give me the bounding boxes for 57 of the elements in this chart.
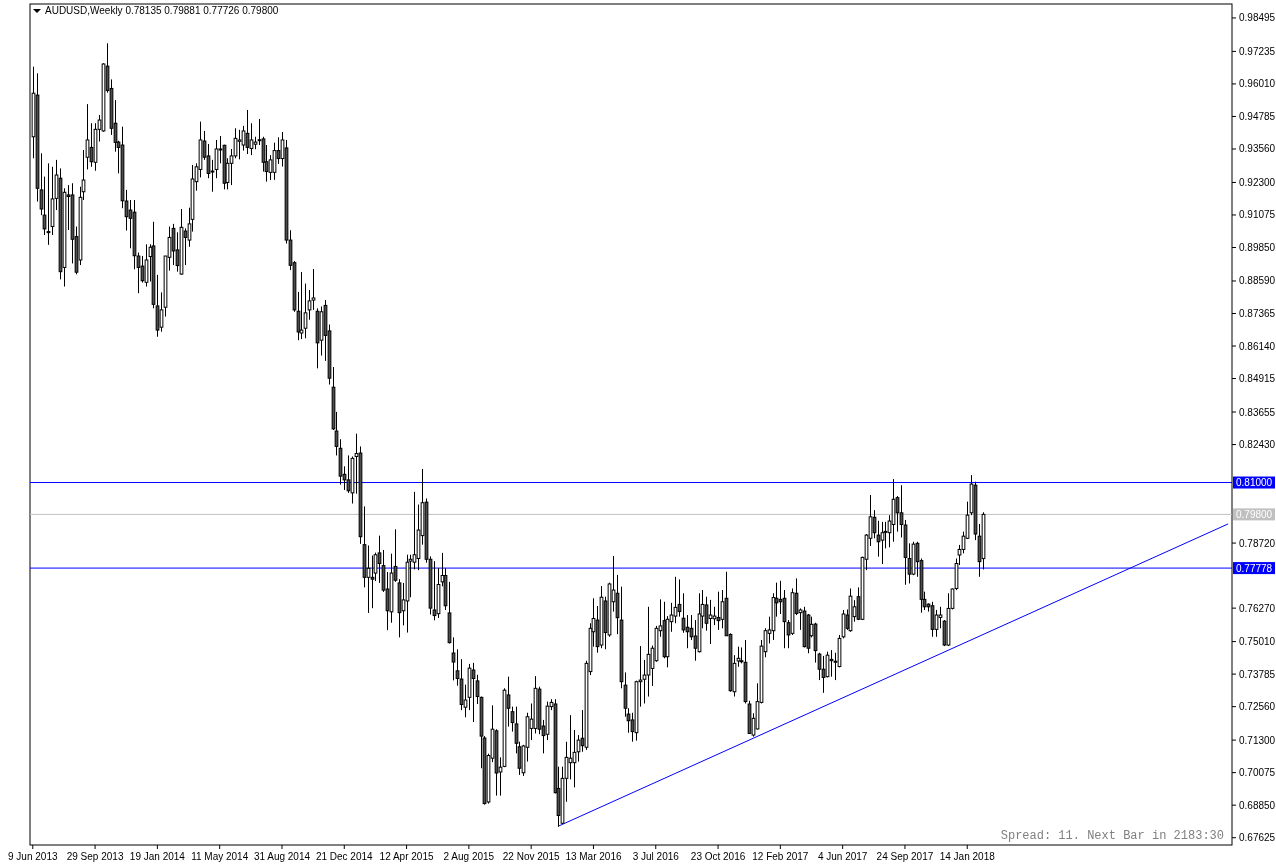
- x-tick-label: 31 Aug 2014: [253, 851, 311, 862]
- y-tick-label: 0.92300: [1239, 176, 1276, 188]
- x-tick-label: 4 Jun 2017: [817, 851, 868, 862]
- y-tick-label: 0.84915: [1239, 373, 1276, 385]
- x-tick-label: 9 Jun 2013: [8, 851, 58, 862]
- y-tick-label: 0.91075: [1239, 209, 1276, 221]
- candlestick: [299, 271, 304, 340]
- x-tick-label: 29 Sep 2013: [66, 851, 124, 862]
- y-tick-label: 0.89850: [1239, 242, 1276, 254]
- candlestick: [144, 243, 149, 288]
- x-tick-label: 19 Jan 2014: [129, 851, 186, 862]
- x-tick-label: 24 Sep 2017: [876, 851, 934, 862]
- candlestick: [245, 109, 250, 155]
- ref-line-label: 0.79800: [1236, 508, 1273, 520]
- y-tick-label: 0.98495: [1239, 12, 1276, 24]
- candlestick: [829, 649, 834, 678]
- x-tick-label: 12 Apr 2015: [379, 851, 434, 862]
- x-tick-label: 21 Dec 2014: [315, 851, 374, 862]
- x-tick-label: 22 Nov 2015: [502, 851, 560, 862]
- y-tick-label: 0.82430: [1239, 439, 1276, 451]
- chart-title: AUDUSD,Weekly 0.78135 0.79881 0.77726 0.79800: [45, 5, 279, 16]
- x-tick-label: 2 Aug 2015: [443, 851, 495, 862]
- y-tick-label: 0.71300: [1239, 734, 1276, 746]
- candlestick: [708, 599, 713, 645]
- y-tick-label: 0.73785: [1239, 668, 1276, 680]
- ref-line-label: 0.77778: [1236, 562, 1273, 574]
- y-tick-label: 0.93560: [1239, 143, 1276, 155]
- y-tick-label: 0.68850: [1239, 799, 1276, 811]
- x-tick-label: 12 Feb 2017: [752, 851, 809, 862]
- y-tick-label: 0.86140: [1239, 340, 1276, 352]
- candlestick: [568, 714, 573, 780]
- y-tick-label: 0.70075: [1239, 767, 1276, 779]
- y-tick-label: 0.72560: [1239, 701, 1276, 713]
- y-tick-label: 0.88590: [1239, 275, 1276, 287]
- y-tick-label: 0.83655: [1239, 406, 1276, 418]
- ref-line-label: 0.81000: [1236, 477, 1273, 489]
- x-tick-label: 14 Jan 2018: [939, 851, 996, 862]
- y-tick-label: 0.75010: [1239, 636, 1276, 648]
- x-tick-label: 23 Oct 2016: [690, 851, 746, 862]
- y-tick-label: 0.78720: [1239, 537, 1276, 549]
- y-tick-label: 0.97235: [1239, 45, 1276, 57]
- x-tick-label: 11 May 2014: [191, 851, 249, 862]
- x-tick-label: 13 Mar 2016: [565, 851, 622, 862]
- y-tick-label: 0.94785: [1239, 110, 1276, 122]
- x-tick-label: 3 Jul 2016: [632, 851, 680, 862]
- y-tick-label: 0.76270: [1239, 602, 1276, 614]
- candlestick: [366, 544, 371, 614]
- candlestick: [934, 609, 939, 638]
- candlestick: [716, 591, 721, 631]
- candlestick: [821, 655, 826, 694]
- y-tick-label: 0.87365: [1239, 308, 1276, 319]
- candlestick: [880, 521, 885, 565]
- candlestick: [237, 129, 242, 160]
- y-tick-label: 0.67625: [1239, 832, 1276, 844]
- annotation: Spread: 11. Next Bar in 2183:30: [1000, 829, 1224, 843]
- candlestick: [346, 454, 351, 494]
- y-tick-label: 0.96010: [1239, 78, 1276, 90]
